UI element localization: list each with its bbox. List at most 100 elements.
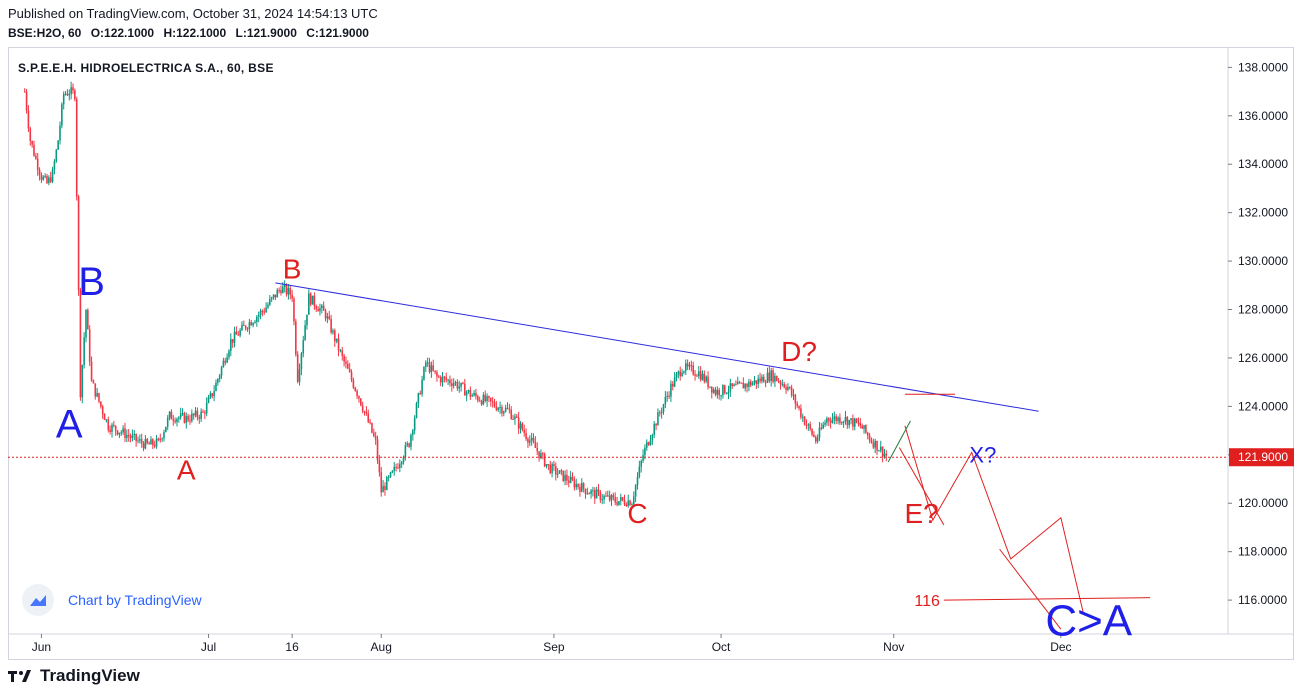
candle-body: [818, 427, 821, 438]
candle-body: [412, 430, 414, 435]
candle-body: [155, 438, 158, 447]
candle-body: [29, 128, 32, 141]
candle-body: [666, 395, 669, 397]
candle-body: [109, 430, 111, 432]
candle-body: [547, 464, 550, 466]
candle-body: [81, 365, 84, 398]
candle-body: [556, 473, 559, 475]
candle-body: [337, 338, 340, 351]
candle-body: [803, 416, 806, 425]
candle-body: [538, 451, 540, 459]
candle-body: [718, 389, 721, 396]
candle-body: [189, 420, 191, 422]
candle-body: [328, 316, 331, 319]
candle-body: [23, 91, 26, 93]
candle-body: [179, 413, 182, 418]
watermark[interactable]: Chart by TradingView: [22, 584, 202, 616]
candle-body: [831, 419, 834, 423]
candle-body: [571, 476, 574, 480]
candle-body: [192, 413, 195, 416]
candle-body: [293, 298, 295, 322]
candle-body: [272, 294, 275, 298]
candle-body: [300, 353, 303, 370]
candle-body: [194, 410, 197, 416]
candle-body: [616, 502, 618, 505]
candle-body: [237, 334, 240, 336]
candle-body: [25, 91, 28, 111]
candle-body: [92, 380, 95, 384]
candle-body: [324, 310, 327, 319]
candle-body: [88, 329, 91, 362]
published-caption: Published on TradingView.com, October 31…: [8, 6, 378, 21]
price-tick-label: 126.0000: [1238, 351, 1288, 365]
candle-body: [181, 413, 184, 415]
candle-body: [605, 495, 607, 497]
candle-body: [482, 394, 485, 405]
candle-body: [588, 493, 591, 495]
candle-body: [792, 394, 795, 396]
candle-body: [374, 436, 377, 440]
candle-body: [61, 104, 63, 126]
candle-body: [827, 418, 830, 421]
projection-branch: [999, 548, 1062, 630]
candle-body: [644, 447, 646, 456]
candle-body: [879, 446, 882, 451]
candle-body: [844, 416, 847, 422]
candle-body: [599, 491, 602, 500]
candle-body: [751, 382, 754, 386]
candle-body: [813, 434, 815, 437]
candle-body: [775, 375, 778, 382]
candle-body: [239, 330, 241, 336]
candle-body: [506, 407, 509, 409]
candle-body: [278, 290, 280, 292]
candle-body: [753, 380, 756, 383]
wave-label: A: [56, 403, 83, 447]
candle-body: [657, 412, 659, 426]
candle-body: [814, 436, 817, 442]
candle-body: [725, 393, 728, 395]
candle-body: [612, 495, 615, 498]
candle-body: [215, 382, 217, 392]
candle-body: [309, 293, 312, 305]
candle-body: [202, 411, 204, 413]
candle-body: [460, 382, 462, 387]
candle-body: [829, 420, 832, 423]
candle-body: [68, 94, 71, 96]
candle-body: [508, 408, 511, 410]
candle-body: [785, 387, 787, 390]
candle-body: [798, 405, 800, 409]
candle-body: [451, 383, 453, 386]
candle-body: [170, 411, 173, 420]
candle-body: [436, 372, 438, 377]
candle-body: [464, 383, 466, 396]
candle-body: [127, 434, 130, 437]
candle-body: [822, 424, 824, 429]
candle-body: [395, 466, 397, 468]
candle-body: [710, 386, 713, 393]
wave-label: 116: [914, 593, 940, 610]
candle-body: [480, 400, 483, 405]
candle-body: [196, 410, 199, 418]
candle-body: [525, 433, 527, 439]
last-price-tag: [1229, 448, 1294, 467]
tradingview-logo-icon: [8, 670, 31, 682]
candle-body: [283, 285, 286, 287]
candle-body: [419, 393, 422, 395]
price-tick-label: 134.0000: [1238, 157, 1288, 171]
candle-body: [49, 177, 52, 182]
candle-body: [198, 417, 201, 419]
candle-body: [434, 370, 436, 373]
wave-label: A: [177, 454, 196, 485]
chart-frame[interactable]: [8, 47, 1294, 660]
candle-body: [627, 500, 630, 507]
candle-body: [257, 314, 260, 317]
candle-body: [332, 330, 334, 333]
candle-body: [514, 416, 516, 420]
time-tick-label: Jul: [201, 640, 216, 654]
candle-body: [606, 495, 609, 497]
candle-body: [488, 396, 490, 398]
candle-body: [772, 370, 774, 382]
candle-body: [421, 379, 423, 395]
candle-body: [220, 367, 223, 376]
